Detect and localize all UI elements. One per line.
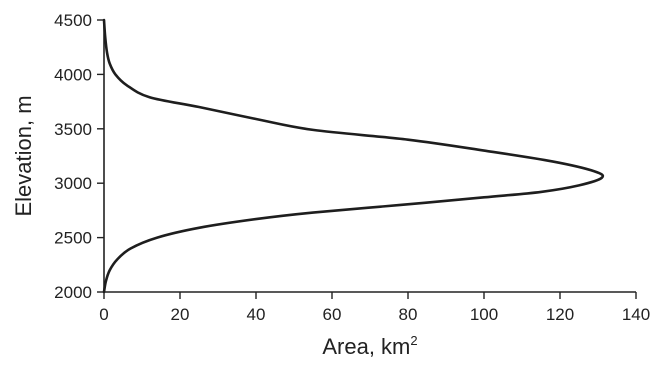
y-tick-label: 3500 bbox=[54, 120, 92, 139]
x-tick-label: 100 bbox=[470, 305, 498, 324]
x-axis-label-text: Area, km bbox=[322, 334, 410, 359]
x-tick-label: 20 bbox=[171, 305, 190, 324]
y-tick-label: 2000 bbox=[54, 283, 92, 302]
x-axis-label-superscript: 2 bbox=[410, 333, 417, 348]
series-line bbox=[102, 18, 605, 294]
y-tick-label: 3000 bbox=[54, 174, 92, 193]
x-tick-label: 40 bbox=[247, 305, 266, 324]
x-tick-label: 140 bbox=[622, 305, 650, 324]
axes bbox=[103, 20, 636, 293]
y-axis-label: Elevation, m bbox=[11, 95, 36, 216]
x-ticks: 0 20 40 60 80 100 120 140 bbox=[99, 292, 650, 324]
x-tick-label: 80 bbox=[399, 305, 418, 324]
y-tick-label: 4500 bbox=[54, 11, 92, 30]
x-tick-label: 120 bbox=[546, 305, 574, 324]
y-ticks: 2000 2500 3000 3500 4000 4500 bbox=[54, 11, 104, 302]
y-tick-label: 2500 bbox=[54, 229, 92, 248]
y-tick-label: 4000 bbox=[54, 65, 92, 84]
x-tick-label: 60 bbox=[323, 305, 342, 324]
x-axis-label: Area, km2 bbox=[322, 333, 417, 359]
x-tick-label: 0 bbox=[99, 305, 108, 324]
